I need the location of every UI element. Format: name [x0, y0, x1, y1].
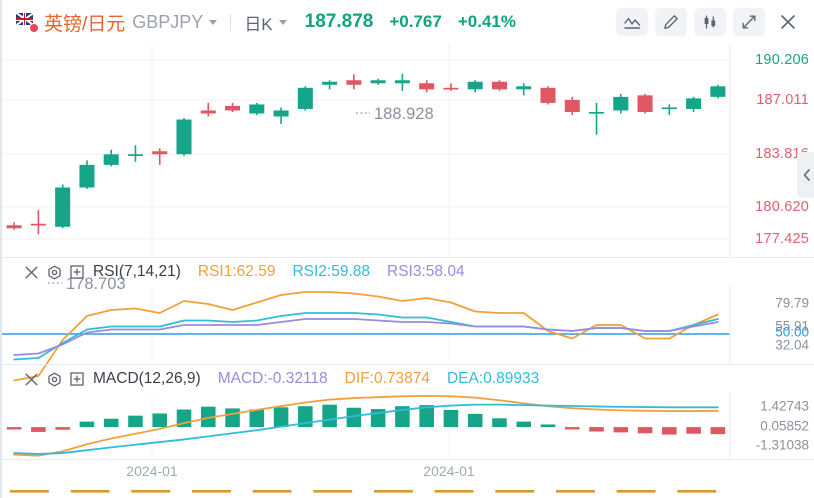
price-axis-label: 190.206 [755, 52, 809, 68]
macd-panel: MACD(12,26,9) MACD:-0.32118 DIF:0.73874 … [2, 364, 814, 459]
dif-value: DIF:0.73874 [344, 370, 430, 387]
rsi-expand-icon[interactable] [70, 265, 84, 279]
price-axis-label: 180.620 [755, 199, 809, 215]
rsi-settings-icon[interactable] [47, 265, 62, 280]
last-price: 187.878 [304, 11, 374, 32]
candlestick-svg: 188.928 178.703 [2, 44, 730, 293]
chevron-left-icon [803, 169, 810, 181]
macd-axis: 1.42743 0.05852 -1.31038 [729, 393, 814, 459]
uk-flag-icon [16, 11, 39, 33]
rsi-axis: 79.79 55.91 50.00 32.04 [729, 286, 814, 364]
macd-indicator-name[interactable]: MACD(12,26,9) [93, 370, 201, 387]
rsi-panel: RSI(7,14,21) RSI1:62.59 RSI2:59.88 RSI3:… [2, 257, 814, 382]
rsi2-value: RSI2:59.88 [292, 263, 371, 280]
chart-header: 英镑/日元 GBPJPY 日K 187.878 +0.767 +0.41% [2, 0, 814, 44]
macd-svg [6, 393, 726, 459]
header-divider [230, 13, 232, 31]
time-axis-label: 2024-01 [423, 463, 475, 479]
time-axis-label: 2024-01 [126, 463, 178, 479]
rsi-axis-level-label: 50.00 [775, 324, 809, 340]
macd-expand-icon[interactable] [70, 372, 84, 386]
symbol-dropdown-caret[interactable] [209, 19, 218, 25]
price-panel[interactable]: 188.928 178.703 190.206 187.011 183.816 1… [2, 44, 814, 293]
rsi-axis-label: 79.79 [775, 295, 809, 311]
period-label: 日K [244, 14, 273, 34]
price-axis-label: 187.011 [756, 92, 809, 108]
symbol-name-cn: 英镑/日元 [44, 13, 126, 35]
price-axis: 190.206 187.011 183.816 180.620 177.425 [729, 44, 814, 257]
chart-body: 188.928 178.703 190.206 187.011 183.816 1… [2, 44, 814, 494]
macd-axis-label: 1.42743 [760, 398, 809, 414]
macd-axis-line [729, 393, 731, 459]
macd-close-icon[interactable] [24, 372, 39, 387]
price-axis-label: 177.425 [755, 231, 809, 247]
time-axis: 2024-01 2024-01 [2, 459, 814, 482]
rsi1-value: RSI1:62.59 [197, 263, 276, 280]
candlestick-icon[interactable] [694, 8, 726, 36]
macd-header: MACD(12,26,9) MACD:-0.32118 DIF:0.73874 … [2, 365, 814, 393]
svg-text:188.928: 188.928 [374, 105, 434, 123]
macd-axis-label: 0.05852 [760, 418, 809, 434]
rsi-axis-line [729, 286, 731, 364]
macd-axis-label: -1.31038 [755, 437, 809, 453]
symbol-code: GBPJPY [132, 11, 204, 32]
rsi-body[interactable]: 79.79 55.91 50.00 32.04 [2, 286, 814, 382]
next-panel-strip [2, 482, 814, 494]
header-toolbar [616, 8, 804, 36]
rsi-axis-label: 55.91 [775, 318, 809, 334]
price-axis-label: 183.816 [755, 146, 809, 162]
price-axis-grid [729, 44, 731, 257]
draw-icon[interactable] [655, 8, 687, 36]
macd-value: MACD:-0.32118 [217, 370, 328, 387]
dea-value: DEA:0.89933 [446, 370, 540, 387]
indicator-icon[interactable] [616, 8, 648, 36]
rsi-axis-label: 32.04 [775, 337, 809, 353]
rsi-svg [2, 286, 730, 382]
close-icon[interactable] [772, 8, 804, 36]
fullscreen-icon[interactable] [733, 8, 765, 36]
rsi-header: RSI(7,14,21) RSI1:62.59 RSI2:59.88 RSI3:… [2, 258, 814, 286]
candlestick-plot[interactable]: 188.928 178.703 [2, 44, 730, 293]
rsi3-value: RSI3:58.04 [387, 263, 465, 280]
price-change-percent: +0.41% [457, 12, 516, 31]
period-dropdown-caret[interactable] [278, 19, 287, 25]
rsi-plot [2, 286, 730, 382]
rsi-indicator-name[interactable]: RSI(7,14,21) [93, 263, 181, 280]
svg-text:178.703: 178.703 [66, 275, 126, 293]
macd-body[interactable]: 1.42743 0.05852 -1.31038 [2, 393, 814, 459]
collapse-panel-button[interactable] [797, 152, 814, 198]
macd-plot [2, 393, 730, 459]
macd-settings-icon[interactable] [47, 372, 62, 387]
rsi-close-icon[interactable] [24, 265, 39, 280]
price-change: +0.767 [389, 12, 442, 31]
